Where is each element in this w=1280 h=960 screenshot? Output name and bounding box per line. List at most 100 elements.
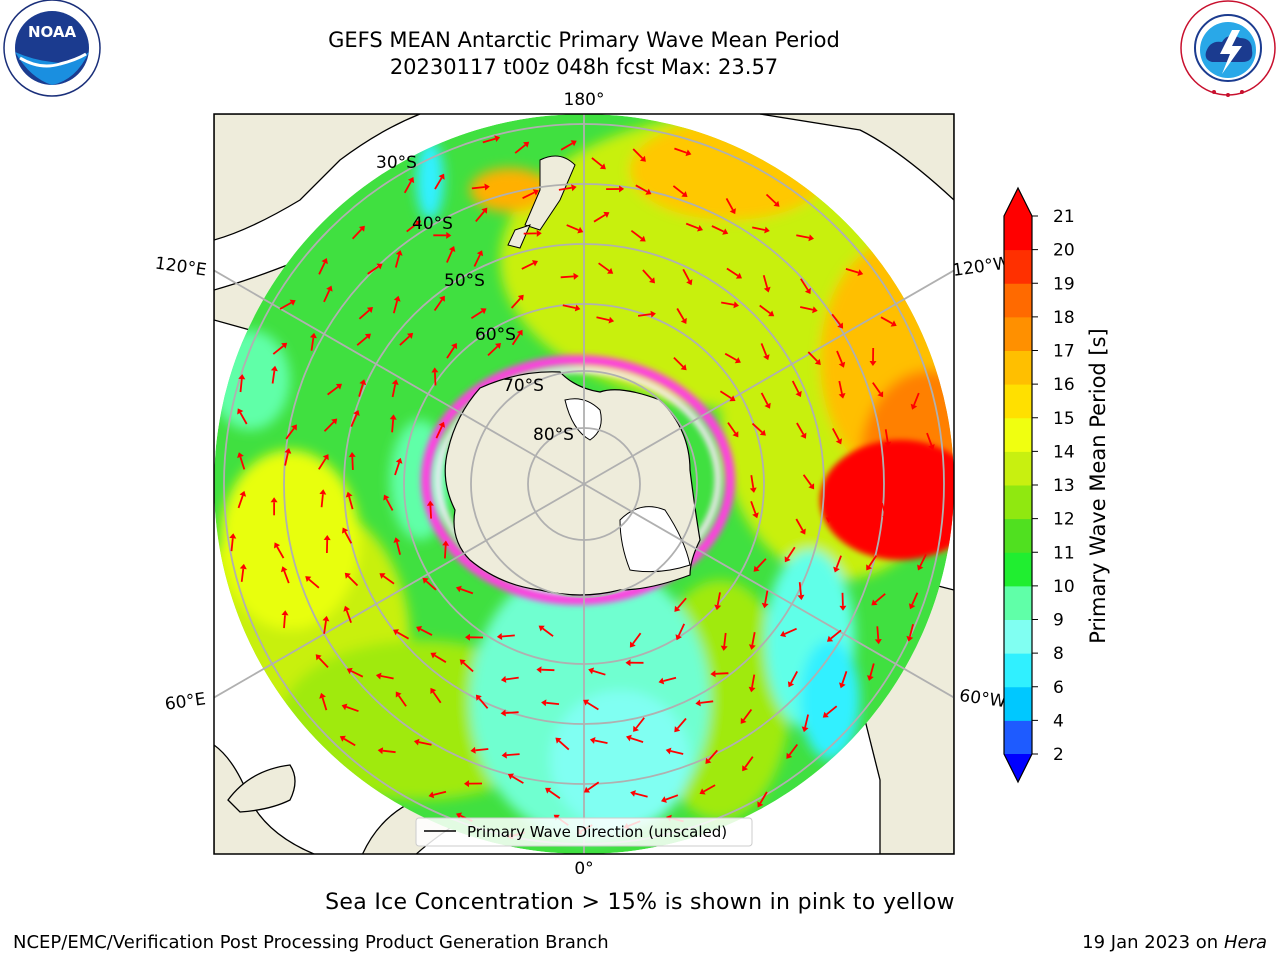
wave-arrow-head [484, 183, 490, 191]
wave-arrow-shaft [522, 191, 535, 200]
wave-arrow-shaft [394, 254, 401, 268]
wave-arrow-head [626, 734, 632, 742]
wave-arrow-shaft [511, 775, 524, 784]
wave-arrow-shaft [391, 419, 395, 433]
wave-arrow-head [633, 725, 639, 732]
wave-arrow-head [339, 735, 346, 742]
wave-arrow-shaft [285, 427, 295, 440]
colorbar-tick-label: 10 [1053, 577, 1075, 597]
wave-arrow-shaft [487, 345, 499, 357]
wave-arrow-head [407, 177, 415, 184]
wave-arrow-shaft [434, 654, 447, 663]
wave-arrow-shaft [541, 668, 555, 672]
wave-arrow-head [414, 220, 421, 227]
wave-arrow-shaft [318, 262, 326, 275]
lon-label-0: 0° [574, 859, 593, 879]
wave-arrow-shaft [511, 333, 521, 346]
wave-arrow-head [583, 699, 590, 706]
wave-arrow-head [686, 279, 693, 286]
wave-arrow-head [229, 533, 237, 539]
wave-arrow-head [780, 630, 787, 638]
wave-arrow-head [326, 285, 333, 292]
wave-arrow-shaft [663, 676, 677, 682]
wave-arrow-head [383, 494, 390, 501]
wave-arrow-shaft [560, 275, 574, 279]
wave-arrow-shaft [403, 180, 412, 194]
wave-arrow-head [882, 514, 889, 521]
wave-arrow-head [599, 163, 606, 170]
colorbar-tick-label: 12 [1053, 510, 1075, 530]
wave-arrow-shaft [708, 749, 718, 761]
wave-arrow-shaft [321, 697, 328, 711]
wave-arrow-head [735, 272, 742, 279]
wave-arrow-head [430, 652, 437, 659]
wave-arrow-head [833, 566, 840, 573]
wave-arrow-head [570, 140, 577, 147]
wave-arrow-shaft [239, 412, 248, 425]
colorbar-bin [1004, 720, 1032, 755]
colorbar-tick-label: 15 [1053, 409, 1075, 429]
colorbar-tick-label: 18 [1053, 308, 1075, 328]
wave-arrow-head [748, 644, 756, 650]
wave-arrow-shaft [635, 184, 648, 193]
wave-arrow-head [917, 564, 924, 571]
colorbar-tick-label: 16 [1053, 375, 1075, 395]
wave-arrow-shaft [435, 425, 443, 439]
nws-logo [1180, 0, 1276, 97]
wave-arrow-shaft [828, 504, 833, 519]
wave-arrow-head [500, 709, 506, 717]
colorbar-tick-label: 13 [1053, 476, 1075, 496]
wave-arrow-head [348, 452, 356, 458]
wave-arrow-head [787, 681, 795, 688]
wave-arrow-head [481, 207, 488, 214]
wave-arrow-shaft [586, 701, 599, 711]
wave-arrow-head [697, 225, 703, 232]
wave-arrow-shaft [784, 627, 797, 635]
map-layers [214, 114, 954, 854]
wave-arrow-head [322, 615, 330, 622]
wave-arrow-head [319, 692, 326, 699]
colorbar-bin [1004, 216, 1032, 251]
wave-arrow-head [439, 295, 445, 302]
wave-arrow-head [422, 577, 429, 584]
wave-arrow-shaft [283, 615, 286, 629]
wave-arrow-shaft [566, 224, 579, 231]
wave-arrow-head [465, 633, 470, 641]
wave-arrow-head [869, 361, 877, 366]
wave-arrow-head [759, 429, 766, 436]
wave-arrow-shaft [759, 304, 771, 315]
wave-arrow-shaft [868, 555, 878, 567]
wave-arrow-head [625, 659, 631, 667]
wave-arrow-head [837, 322, 844, 329]
wave-arrow-head [890, 320, 897, 327]
lon-label-180: 180° [564, 90, 605, 110]
wave-arrow-shaft [320, 494, 324, 508]
colorbar-bin [1004, 249, 1032, 284]
wave-arrow-head [768, 310, 775, 317]
wave-arrow-head [710, 670, 716, 678]
wave-arrow-shaft [920, 472, 929, 486]
wave-arrow-shaft [838, 380, 843, 394]
wave-arrow-shaft [630, 229, 643, 240]
wave-arrow-shaft [434, 372, 437, 386]
wave-arrow-shaft [598, 262, 610, 272]
wave-arrow-shaft [880, 316, 893, 325]
wave-arrow-shaft [323, 620, 327, 634]
wave-arrow-head [797, 594, 805, 601]
wave-arrow-shaft [926, 432, 933, 446]
wave-arrow-shaft [765, 193, 777, 205]
wave-arrow-shaft [558, 186, 572, 191]
wave-arrow-head [274, 542, 281, 549]
wave-arrow-shaft [672, 185, 685, 195]
wave-arrow-head [322, 454, 329, 461]
colorbar-tick-label: 19 [1053, 274, 1075, 294]
wave-arrow-head [838, 393, 846, 399]
wave-arrow-head [928, 444, 935, 450]
wave-arrow-head [270, 497, 278, 503]
colorbar-bin [1004, 686, 1032, 721]
wave-arrow-shaft [591, 157, 603, 167]
wave-arrow-shaft [685, 222, 699, 230]
wave-arrow-head [345, 491, 353, 498]
wave-arrow-head [284, 448, 292, 454]
wave-arrow-shaft [802, 474, 812, 486]
